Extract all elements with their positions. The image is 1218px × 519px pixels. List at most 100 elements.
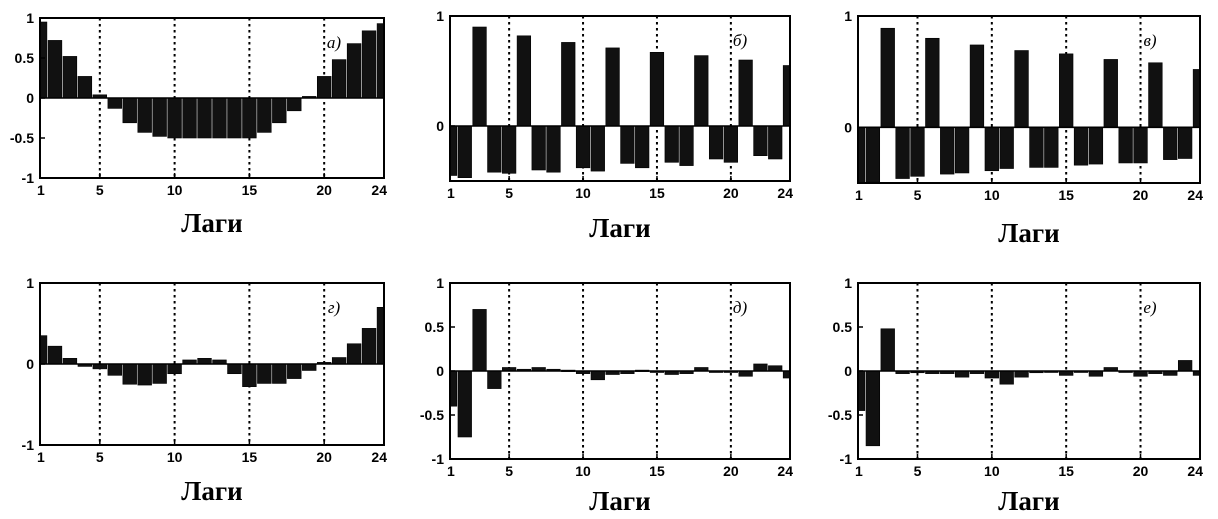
y-tick-label: 1 <box>436 275 444 291</box>
bar <box>1073 127 1089 166</box>
bar <box>1059 53 1074 128</box>
bar <box>753 363 768 372</box>
x-tick-label: 15 <box>649 185 665 201</box>
bar <box>472 26 487 127</box>
panel-label: е) <box>1143 298 1157 317</box>
bar <box>1029 127 1044 168</box>
bar <box>1177 360 1193 372</box>
x-tick-label: 15 <box>242 449 258 465</box>
bar <box>1192 69 1200 128</box>
y-tick-label: 0 <box>436 363 444 379</box>
bar <box>107 97 122 109</box>
x-tick-label: 24 <box>777 185 793 201</box>
bar <box>212 97 227 139</box>
bar <box>361 328 377 365</box>
bar <box>257 97 272 133</box>
bar <box>502 125 517 174</box>
bar <box>137 97 152 133</box>
x-axis-title: Лаги <box>181 208 242 238</box>
x-tick-label: 15 <box>649 463 665 479</box>
bar <box>590 125 605 172</box>
panel-label: в) <box>1143 31 1156 50</box>
bar <box>182 97 197 139</box>
x-tick-label: 20 <box>1133 187 1149 203</box>
y-tick-label: -0.5 <box>828 407 852 423</box>
bar <box>999 370 1014 385</box>
bar <box>457 370 472 438</box>
x-axis-title: Лаги <box>181 476 242 506</box>
y-tick-label: -0.5 <box>10 130 34 146</box>
bar-group <box>40 21 384 139</box>
bar-group <box>40 306 384 387</box>
bar <box>1192 370 1200 376</box>
panel-label: г) <box>328 298 341 317</box>
acf-panel: 10.50-0.5-11 5 10 15 20 24е)Лаги <box>828 275 1203 516</box>
bar <box>620 125 635 164</box>
bar <box>984 370 999 379</box>
y-tick-label: 1 <box>26 275 34 291</box>
bar <box>635 125 650 169</box>
bar <box>910 127 925 177</box>
bar <box>590 370 605 381</box>
bar <box>122 97 137 124</box>
bar <box>137 363 152 386</box>
acf-panel: 101 5 10 15 20 24б)Лаги <box>436 8 793 243</box>
bar <box>197 97 212 139</box>
y-tick-label: -1 <box>432 451 445 467</box>
bar <box>858 370 866 411</box>
bar <box>999 127 1014 169</box>
x-axis-title: Лаги <box>998 218 1059 248</box>
bar <box>531 125 546 171</box>
x-axis-title: Лаги <box>589 486 650 516</box>
bar <box>361 30 377 99</box>
bar <box>1088 127 1104 165</box>
y-tick-label: 0 <box>844 363 852 379</box>
bar <box>227 363 242 375</box>
bar <box>679 125 694 166</box>
y-tick-label: 0.5 <box>833 319 853 335</box>
x-tick-label: 24 <box>1187 463 1203 479</box>
acf-panel: 10-11 5 10 15 20 24г)Лаги <box>22 275 388 506</box>
acf-panel: 10.50-0.5-11 5 10 15 20 24д)Лаги <box>420 275 793 516</box>
y-tick-label: 0.5 <box>15 50 35 66</box>
bar <box>487 370 502 389</box>
bar <box>331 357 347 365</box>
bar <box>167 363 182 375</box>
y-tick-label: -1 <box>22 437 35 453</box>
bar <box>152 97 167 137</box>
y-tick-label: 0 <box>844 119 852 135</box>
bar <box>287 363 302 379</box>
bar <box>1014 50 1029 128</box>
x-tick-label: 10 <box>575 463 591 479</box>
bar <box>768 125 783 160</box>
bar <box>346 343 362 365</box>
bar <box>197 358 212 365</box>
bar <box>40 21 48 99</box>
bar <box>782 65 790 127</box>
bar <box>865 127 881 183</box>
x-tick-label: 10 <box>167 182 183 198</box>
plot-frame <box>857 15 1201 184</box>
bar <box>782 370 790 379</box>
bar <box>62 56 78 99</box>
x-tick-label: 1 <box>855 463 863 479</box>
bar <box>1148 62 1163 128</box>
y-tick-label: -0.5 <box>420 407 444 423</box>
bar <box>152 363 167 384</box>
bar <box>1044 127 1059 168</box>
bar <box>122 363 137 385</box>
y-tick-label: 1 <box>844 8 852 24</box>
bar <box>858 127 866 183</box>
bar <box>865 370 881 447</box>
bar <box>969 44 985 128</box>
x-tick-label: 20 <box>316 449 332 465</box>
x-tick-label: 5 <box>505 463 513 479</box>
y-tick-label: 1 <box>436 8 444 24</box>
y-tick-label: 0 <box>26 356 34 372</box>
bar <box>546 125 561 173</box>
bar <box>605 47 620 127</box>
x-tick-label: 10 <box>167 449 183 465</box>
plot-frame <box>449 15 791 182</box>
x-tick-label: 15 <box>1058 463 1074 479</box>
